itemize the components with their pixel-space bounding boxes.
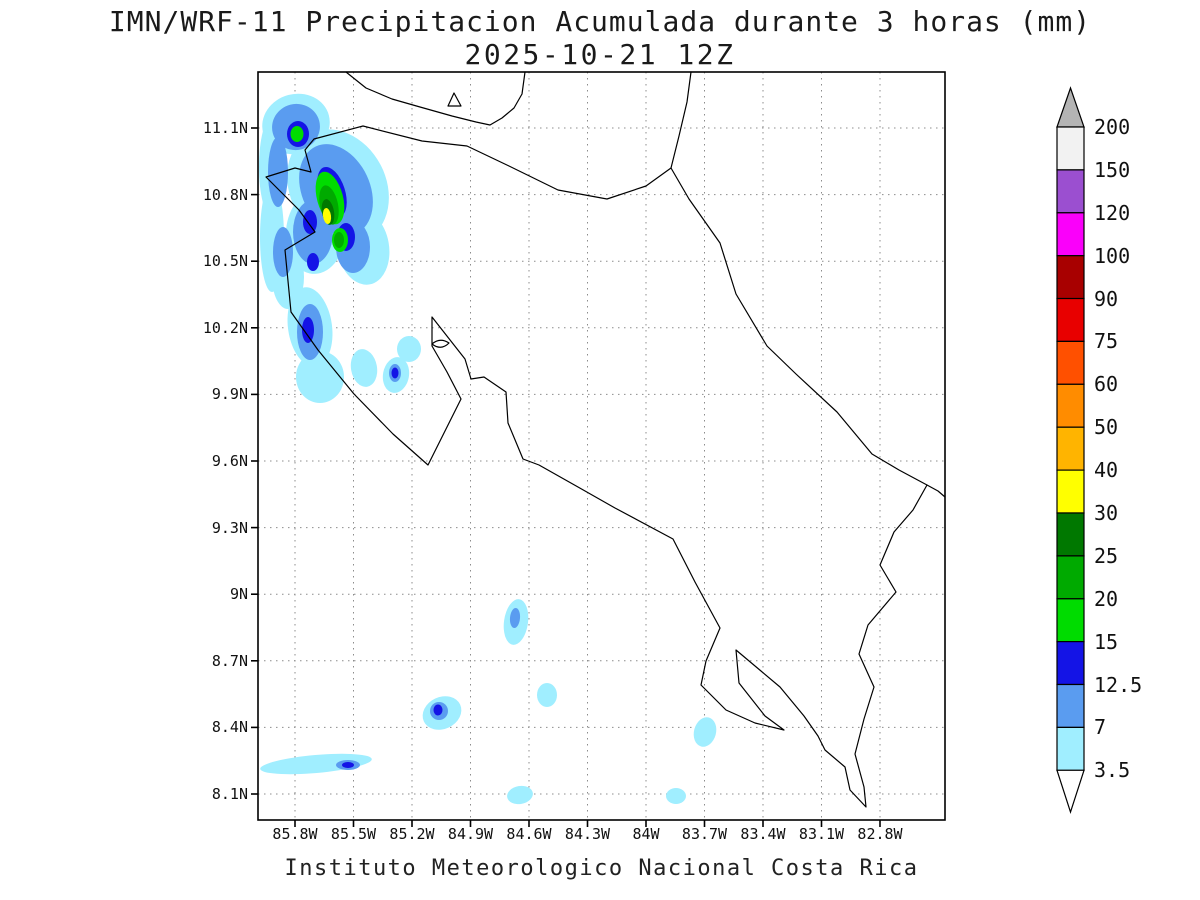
lon-tick-label: 84.6W [506, 825, 552, 843]
gridlines [258, 72, 945, 820]
colorbar-segment [1056, 383, 1085, 428]
colorbar-label: 120 [1094, 200, 1131, 225]
colorbar-segment [1056, 340, 1085, 385]
map-svg [251, 71, 946, 827]
colorbar-label: 3.5 [1094, 758, 1131, 783]
lat-tick-label: 8.1N [211, 785, 248, 803]
colorbar-label: 60 [1094, 372, 1119, 397]
colorbar-segment [1056, 297, 1085, 343]
map-plot-area [251, 71, 946, 827]
precip-level-30 [322, 208, 332, 224]
colorbar-segment [1056, 126, 1085, 171]
lon-tick-label: 84.3W [564, 825, 611, 843]
lat-tick-label: 11.1N [202, 119, 248, 137]
colorbar-segment [1056, 255, 1085, 300]
colorbar-segment [1056, 640, 1085, 686]
coastlines [265, 71, 946, 808]
colorbar-label: 40 [1094, 458, 1119, 483]
chira-island [431, 339, 450, 348]
lat-tick-label: 8.7N [211, 651, 248, 670]
axis-ticks [251, 127, 881, 827]
figure-subtitle: 2025-10-21 12Z [464, 38, 736, 71]
lake-island [447, 92, 462, 107]
lake-nicaragua-shore [345, 71, 526, 126]
colorbar-label: 20 [1094, 586, 1119, 611]
colorbar-label: 100 [1094, 243, 1131, 268]
lat-tick-label: 9.9N [211, 385, 248, 404]
lon-tick-label: 85.2W [389, 825, 435, 843]
colorbar-label: 50 [1094, 415, 1119, 440]
lon-tick-label: 83.1W [798, 825, 845, 843]
colorbar-label: 90 [1094, 286, 1119, 311]
colorbar-label: 75 [1094, 329, 1119, 354]
lon-tick-label: 83.4W [740, 825, 786, 843]
colorbar-label: 150 [1094, 157, 1131, 182]
lon-tick-label: 82.8W [857, 825, 903, 843]
lon-tick-label: 83.7W [681, 825, 728, 843]
lat-tick-label: 9.3N [211, 518, 248, 537]
colorbar-segment [1056, 212, 1085, 257]
plot-frame [257, 71, 946, 821]
figure-title: IMN/WRF-11 Precipitacion Acumulada duran… [108, 5, 1092, 38]
lat-tick-label: 10.2N [202, 318, 248, 337]
colorbar-segment [1056, 683, 1085, 729]
colorbar-segment [1056, 598, 1085, 643]
colorbar-arrow-above [1056, 86, 1085, 128]
lon-tick-label: 85.5W [330, 825, 377, 843]
figure-caption: Instituto Meteorologico Nacional Costa R… [284, 856, 919, 881]
colorbar-label: 25 [1094, 543, 1119, 568]
lon-tick-label: 85.8W [272, 825, 318, 843]
panama-caribbean-coast [926, 484, 946, 498]
costa-rica-outline [265, 125, 928, 808]
colorbar-label: 200 [1094, 115, 1131, 139]
colorbar-label: 15 [1094, 629, 1119, 654]
lon-tick-label: 84W [632, 825, 660, 843]
colorbar-segment [1056, 469, 1085, 514]
lon-tick-label: 84.9W [447, 825, 494, 843]
lat-tick-label: 10.5N [202, 252, 248, 271]
colorbar [1056, 86, 1085, 814]
colorbar-label: 30 [1094, 500, 1119, 525]
nicaragua-caribbean-coast [670, 71, 692, 169]
colorbar-arrow-below [1056, 769, 1085, 814]
precipitation-shading [259, 93, 717, 805]
colorbar-segment [1056, 426, 1085, 471]
colorbar-segment [1056, 555, 1085, 600]
colorbar-segment [1056, 726, 1085, 771]
colorbar-label: 12.5 [1094, 672, 1143, 697]
colorbar-segment [1056, 512, 1085, 557]
lat-tick-label: 9.6N [211, 452, 248, 470]
lat-tick-label: 8.4N [211, 718, 248, 737]
lat-tick-label: 10.8N [202, 185, 248, 204]
colorbar-segment [1056, 169, 1085, 214]
lat-tick-label: 9N [229, 585, 248, 604]
colorbar-label: 7 [1094, 715, 1107, 740]
